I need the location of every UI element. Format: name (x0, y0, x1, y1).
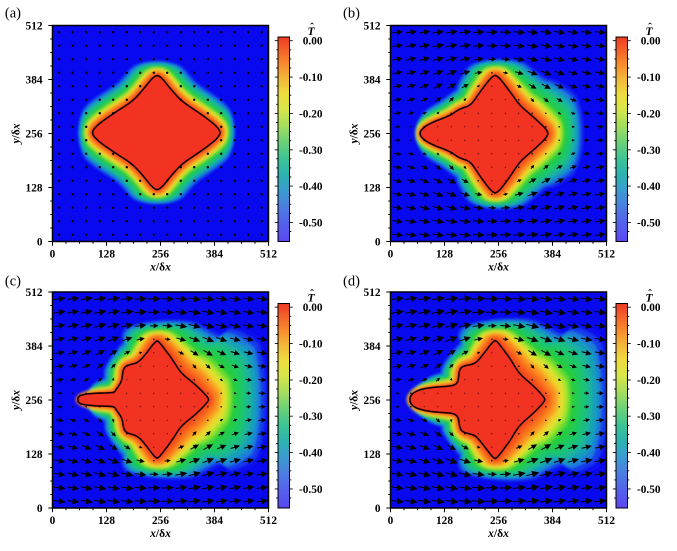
svg-text:512: 512 (26, 287, 43, 299)
svg-text:x/δx: x/δx (149, 528, 171, 540)
svg-text:512: 512 (598, 249, 615, 261)
svg-text:-0.10: -0.10 (299, 72, 323, 84)
svg-text:0.00: 0.00 (641, 36, 661, 48)
svg-text:512: 512 (260, 515, 277, 527)
svg-text:384: 384 (364, 341, 381, 353)
svg-text:128: 128 (364, 449, 381, 461)
svg-text:ˆ: ˆ (310, 289, 314, 301)
svg-text:0.00: 0.00 (303, 302, 323, 314)
svg-text:0: 0 (50, 249, 56, 261)
svg-text:-0.50: -0.50 (637, 217, 661, 229)
svg-text:-0.40: -0.40 (637, 448, 661, 460)
svg-text:x/δx: x/δx (149, 262, 171, 274)
svg-text:0: 0 (37, 503, 43, 515)
svg-text:256: 256 (26, 395, 43, 407)
svg-text:-0.10: -0.10 (299, 339, 323, 351)
svg-text:128: 128 (436, 249, 453, 261)
svg-text:x/δx: x/δx (487, 262, 509, 274)
svg-text:128: 128 (364, 183, 381, 195)
svg-text:128: 128 (98, 515, 115, 527)
svg-text:512: 512 (364, 21, 381, 33)
svg-text:y/δx: y/δx (349, 123, 361, 145)
svg-text:0: 0 (375, 237, 381, 249)
svg-text:-0.40: -0.40 (299, 448, 323, 460)
svg-text:128: 128 (26, 183, 43, 195)
svg-text:128: 128 (436, 515, 453, 527)
svg-text:0: 0 (388, 515, 394, 527)
svg-text:(b): (b) (343, 6, 360, 22)
svg-text:256: 256 (26, 129, 43, 141)
svg-text:384: 384 (544, 249, 561, 261)
svg-text:-0.20: -0.20 (299, 108, 323, 120)
svg-text:384: 384 (26, 75, 43, 87)
svg-text:512: 512 (26, 21, 43, 33)
svg-text:256: 256 (364, 395, 381, 407)
svg-text:-0.20: -0.20 (299, 375, 323, 387)
svg-text:128: 128 (98, 249, 115, 261)
svg-text:-0.40: -0.40 (637, 181, 661, 193)
svg-text:384: 384 (544, 515, 561, 527)
svg-text:(c): (c) (5, 274, 21, 290)
svg-text:-0.10: -0.10 (637, 72, 661, 84)
svg-text:T: T (307, 26, 315, 38)
svg-text:T: T (645, 26, 653, 38)
svg-text:384: 384 (364, 75, 381, 87)
svg-text:T: T (645, 293, 653, 305)
svg-text:-0.30: -0.30 (637, 145, 661, 157)
svg-text:-0.10: -0.10 (637, 339, 661, 351)
svg-text:0.00: 0.00 (641, 302, 661, 314)
svg-text:-0.40: -0.40 (299, 181, 323, 193)
svg-text:256: 256 (152, 249, 169, 261)
svg-text:0: 0 (37, 237, 43, 249)
svg-text:0: 0 (50, 515, 56, 527)
svg-text:-0.50: -0.50 (299, 484, 323, 496)
svg-text:-0.20: -0.20 (637, 375, 661, 387)
svg-text:(d): (d) (343, 274, 360, 290)
svg-text:384: 384 (206, 249, 223, 261)
svg-text:256: 256 (490, 249, 507, 261)
svg-text:0.00: 0.00 (303, 36, 323, 48)
svg-text:384: 384 (206, 515, 223, 527)
svg-text:0: 0 (388, 249, 394, 261)
svg-text:-0.30: -0.30 (637, 411, 661, 423)
svg-text:512: 512 (364, 287, 381, 299)
svg-text:256: 256 (152, 515, 169, 527)
svg-text:y/δx: y/δx (11, 123, 23, 145)
svg-text:y/δx: y/δx (11, 390, 23, 412)
svg-text:512: 512 (260, 249, 277, 261)
svg-text:-0.30: -0.30 (299, 145, 323, 157)
svg-text:512: 512 (598, 515, 615, 527)
svg-text:x/δx: x/δx (487, 528, 509, 540)
svg-text:0: 0 (375, 503, 381, 515)
svg-text:128: 128 (26, 449, 43, 461)
svg-text:T: T (307, 293, 315, 305)
svg-text:384: 384 (26, 341, 43, 353)
svg-text:ˆ: ˆ (648, 289, 652, 301)
svg-text:y/δx: y/δx (349, 390, 361, 412)
svg-text:ˆ: ˆ (648, 22, 652, 34)
svg-text:-0.50: -0.50 (299, 217, 323, 229)
svg-text:256: 256 (364, 129, 381, 141)
svg-text:(a): (a) (5, 6, 21, 22)
svg-text:-0.50: -0.50 (637, 484, 661, 496)
svg-text:-0.30: -0.30 (299, 411, 323, 423)
svg-text:-0.20: -0.20 (637, 108, 661, 120)
svg-text:256: 256 (490, 515, 507, 527)
svg-text:ˆ: ˆ (310, 22, 314, 34)
